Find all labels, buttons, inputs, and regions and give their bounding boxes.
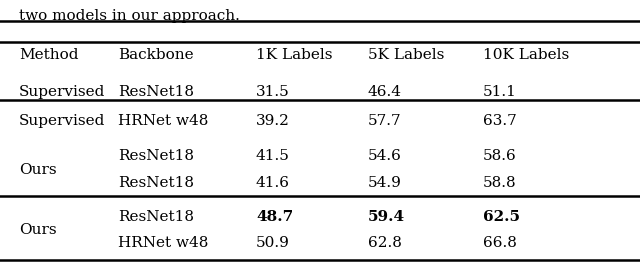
Text: Ours: Ours [19,163,57,177]
Text: 54.9: 54.9 [368,176,402,190]
Text: 5K Labels: 5K Labels [368,48,444,62]
Text: ResNet18: ResNet18 [118,85,195,99]
Text: Method: Method [19,48,79,62]
Text: Supervised: Supervised [19,114,106,128]
Text: Ours: Ours [19,223,57,237]
Text: 48.7: 48.7 [256,210,293,224]
Text: 1K Labels: 1K Labels [256,48,333,62]
Text: 41.6: 41.6 [256,176,290,190]
Text: 66.8: 66.8 [483,236,517,250]
Text: Backbone: Backbone [118,48,194,62]
Text: two models in our approach.: two models in our approach. [19,9,240,23]
Text: ResNet18: ResNet18 [118,176,195,190]
Text: 41.5: 41.5 [256,149,290,164]
Text: 46.4: 46.4 [368,85,402,99]
Text: 39.2: 39.2 [256,114,290,128]
Text: 57.7: 57.7 [368,114,402,128]
Text: 59.4: 59.4 [368,210,405,224]
Text: HRNet w48: HRNet w48 [118,236,209,250]
Text: 63.7: 63.7 [483,114,517,128]
Text: 50.9: 50.9 [256,236,290,250]
Text: 62.5: 62.5 [483,210,520,224]
Text: Supervised: Supervised [19,85,106,99]
Text: ResNet18: ResNet18 [118,149,195,164]
Text: 58.6: 58.6 [483,149,517,164]
Text: 58.8: 58.8 [483,176,517,190]
Text: 54.6: 54.6 [368,149,402,164]
Text: ResNet18: ResNet18 [118,210,195,224]
Text: 51.1: 51.1 [483,85,517,99]
Text: HRNet w48: HRNet w48 [118,114,209,128]
Text: 62.8: 62.8 [368,236,402,250]
Text: 10K Labels: 10K Labels [483,48,570,62]
Text: 31.5: 31.5 [256,85,290,99]
